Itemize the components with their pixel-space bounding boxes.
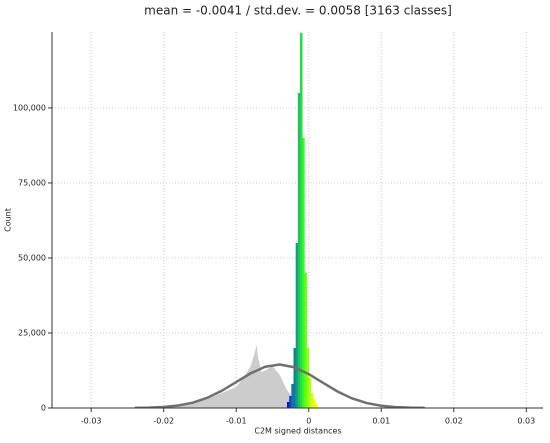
x-tick-label: 0.02 <box>445 417 463 426</box>
histogram-bar <box>300 32 303 408</box>
ticks: -0.03 -0.02 -0.01 0 0.01 0.02 0.03 0 25,000 50,00… <box>13 103 535 425</box>
histogram-bar <box>291 383 294 408</box>
y-tick-label: 25,000 <box>18 328 46 337</box>
y-tick-label: 50,000 <box>18 253 46 262</box>
histogram-bar <box>293 347 296 408</box>
y-axis-label: Count <box>4 208 13 232</box>
histogram-bar <box>297 92 301 408</box>
histogram-bar <box>286 401 290 408</box>
x-tick-label: -0.03 <box>81 417 102 426</box>
histogram-bar <box>313 398 316 408</box>
x-tick-label: 0.03 <box>517 417 535 426</box>
y-tick-label: 0 <box>41 404 46 413</box>
histogram-bar <box>315 403 318 408</box>
histogram-bar <box>304 272 307 408</box>
y-tick-label: 75,000 <box>18 178 46 187</box>
x-tick-label: 0 <box>306 417 311 426</box>
histogram-bar <box>306 347 310 408</box>
x-tick-label: -0.01 <box>226 417 247 426</box>
histogram-bar <box>289 395 292 408</box>
x-tick-label: -0.02 <box>153 417 174 426</box>
histogram-bar <box>310 392 314 408</box>
gaussian-fit <box>134 363 425 408</box>
histogram-bar <box>308 377 312 408</box>
x-tick-label: 0.01 <box>372 417 390 426</box>
background-distribution <box>91 344 309 408</box>
histogram-bar <box>302 137 305 408</box>
chart-title: mean = -0.0041 / std.dev. = 0.0058 [3163… <box>144 4 452 18</box>
plot-area <box>91 32 425 408</box>
histogram-bar <box>295 242 299 408</box>
x-axis-label: C2M signed distances <box>254 427 341 436</box>
y-tick-label: 100,000 <box>13 103 46 112</box>
